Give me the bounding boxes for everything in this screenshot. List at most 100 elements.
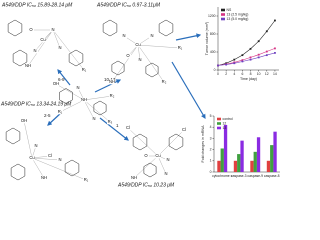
atom-bg	[57, 157, 63, 163]
y-axis-label: Tumor volume (mm³)	[205, 22, 209, 55]
bond	[23, 120, 33, 159]
atom-bg	[91, 116, 97, 122]
data-point	[241, 59, 244, 61]
bond	[52, 29, 85, 71]
bond	[31, 157, 61, 161]
atom-bg	[161, 79, 167, 85]
x-tick-label: 12	[265, 72, 269, 76]
atom-bg	[75, 85, 81, 91]
y-tick-label: 0	[214, 68, 216, 72]
data-point	[249, 56, 252, 59]
atom-bg	[165, 157, 171, 163]
atom-bg	[149, 33, 155, 39]
ring	[158, 19, 174, 37]
bond	[111, 44, 139, 83]
data-point	[249, 58, 252, 61]
legend-swatch	[221, 8, 225, 12]
atom-bg	[81, 97, 87, 103]
x-tick-label: 8	[250, 72, 252, 76]
data-point	[257, 53, 260, 56]
bar	[250, 160, 254, 172]
x-tick-label: 0	[217, 72, 219, 76]
data-point	[274, 47, 276, 50]
legend-label: NS	[227, 8, 232, 12]
bar	[237, 154, 241, 172]
atom-bg	[143, 153, 149, 159]
atom-label: R₃	[108, 119, 113, 124]
x-tick-label: caspase-9	[247, 174, 263, 178]
atom-bg	[29, 155, 35, 161]
atom-label: N	[138, 57, 141, 62]
data-point	[241, 54, 244, 57]
legend-swatch	[217, 126, 221, 130]
ring	[168, 133, 184, 151]
ic50-label: A549/DDP IC₅₀ 15.89-28.14 μM	[1, 2, 73, 8]
bond	[55, 83, 85, 101]
bar	[273, 131, 277, 172]
bond	[137, 44, 165, 83]
legend-label: 13	[223, 126, 227, 130]
atom-label: Cu	[135, 42, 141, 47]
data-point	[274, 52, 276, 54]
atom-bg	[81, 67, 87, 73]
y-tick-label: 3	[210, 136, 212, 140]
atom-label: NH	[41, 175, 47, 180]
bond	[127, 127, 159, 157]
atom-bg	[109, 93, 115, 99]
legend-swatch	[217, 117, 221, 121]
data-point	[265, 30, 268, 33]
x-tick-label: 2	[225, 72, 227, 76]
atom-bg	[181, 127, 187, 133]
ic50-label: A549/DDP IC₅₀ 10.23 μM	[117, 182, 175, 188]
legend-label: 13 (5.0 mg/kg)	[227, 17, 249, 21]
bond	[137, 44, 141, 61]
atom-label: N	[122, 33, 125, 38]
ring	[59, 88, 73, 104]
bar	[220, 148, 224, 172]
atom-label: Cl	[48, 153, 52, 158]
data-point	[233, 58, 236, 61]
bond	[31, 157, 45, 179]
atom-label: R₂	[162, 79, 167, 84]
atom-label: Cu	[155, 153, 161, 158]
bond	[83, 95, 113, 101]
legend-label: 12	[223, 121, 227, 125]
arrow	[99, 117, 129, 141]
ic50-label: A549/DDP IC₅₀ 0.97-3.11μM	[96, 2, 161, 8]
atom-label: N	[92, 116, 95, 121]
atom-label: R₁	[58, 109, 63, 114]
ring	[7, 19, 23, 37]
atom-label: OH	[53, 81, 59, 86]
ring	[111, 60, 125, 76]
series-line	[217, 52, 275, 66]
bond	[52, 29, 61, 49]
y-axis-label: Fold changes in mRNA	[201, 125, 205, 163]
bond	[31, 157, 87, 181]
ic50-label: A549/DDP IC₅₀ 13.34-24.19 μM	[0, 101, 72, 107]
ring	[132, 133, 148, 151]
series-line	[217, 48, 276, 66]
atom-bg	[32, 48, 38, 54]
atom-label: Cu	[29, 155, 35, 160]
atom-bg	[121, 33, 127, 39]
bar	[240, 140, 244, 172]
x-tick-label: caspase-8	[264, 174, 280, 178]
x-tick-label: caspase-3	[231, 174, 247, 178]
ring	[5, 127, 21, 145]
arrow	[175, 33, 202, 41]
bond	[137, 44, 181, 49]
bond	[157, 155, 167, 175]
bond	[157, 129, 185, 157]
atom-label: NH	[131, 175, 137, 180]
series-line	[217, 20, 276, 66]
atom-bg	[57, 45, 63, 51]
legend-swatch	[217, 122, 221, 125]
x-tick-label: 6	[241, 72, 243, 76]
data-point	[265, 50, 268, 53]
x-axis-label: Time (day)	[240, 77, 257, 81]
atom-bg	[177, 45, 183, 51]
atom-label: N	[150, 33, 153, 38]
bar	[266, 160, 271, 172]
data-point	[241, 60, 244, 63]
bar	[253, 151, 257, 172]
